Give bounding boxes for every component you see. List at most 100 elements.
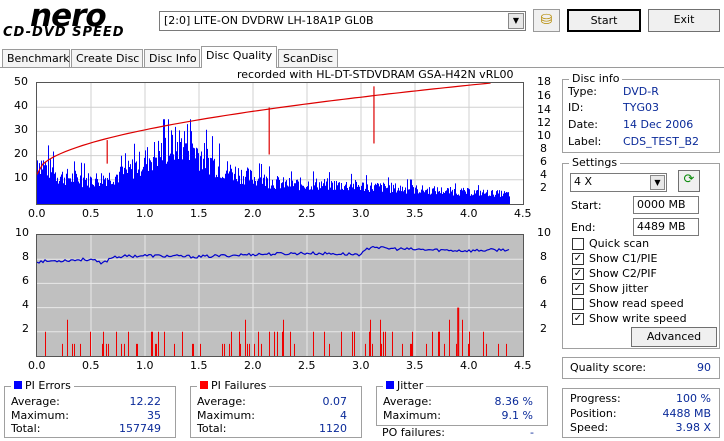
- start-button[interactable]: Start: [567, 9, 641, 32]
- recorded-with-label: recorded with HL-DT-STDVDRAM GSA-H42N vR…: [237, 68, 514, 81]
- tab-disc-info[interactable]: Disc Info: [144, 49, 200, 68]
- x-tick: 1.0: [136, 207, 154, 220]
- end-input[interactable]: 4489 MB: [633, 218, 699, 236]
- drive-select[interactable]: [2:0] LITE-ON DVDRW LH-18A1P GL0B ▼: [159, 11, 526, 31]
- y2-tick: 2: [540, 322, 547, 335]
- pi-failures-average: 0.07: [322, 395, 348, 408]
- y2-tick: 10: [537, 226, 551, 239]
- show-c2-checkbox[interactable]: ✓: [572, 268, 584, 280]
- y-tick: 8: [22, 250, 29, 263]
- tab-create-disc[interactable]: Create Disc: [71, 49, 143, 68]
- disc-info-group: Disc info Type: DVD-R ID: TYG03 Date: 14…: [562, 72, 720, 153]
- show-write-speed-label: Show write speed: [589, 312, 687, 325]
- pi-errors-title: PI Errors: [11, 379, 74, 392]
- x-tick: 0.5: [82, 207, 100, 220]
- show-jitter-checkbox[interactable]: ✓: [572, 283, 584, 295]
- tab-scandisc[interactable]: ScanDisc: [278, 49, 338, 68]
- x-tick: 2.0: [244, 359, 262, 372]
- pi-errors-average-label: Average:: [11, 395, 60, 408]
- disc-date-value: 14 Dec 2006: [623, 118, 694, 131]
- speed-select-value: 4 X: [574, 175, 593, 188]
- y2-tick: 14: [537, 103, 551, 116]
- x-tick: 4.5: [514, 359, 532, 372]
- y2-tick: 8: [540, 142, 547, 155]
- y2-tick: 18: [537, 75, 551, 88]
- pi-failures-swatch: [200, 381, 208, 389]
- pi-errors-total-label: Total:: [11, 422, 41, 435]
- pi-errors-average: 12.22: [129, 395, 162, 408]
- pi-errors-maximum: 35: [147, 409, 161, 422]
- y2-tick: 2: [540, 181, 547, 194]
- advanced-button[interactable]: Advanced: [631, 327, 717, 347]
- x-tick: 2.5: [298, 207, 316, 220]
- jitter-group: Jitter Average: 8.36 % Maximum: 9.1 %: [376, 379, 548, 426]
- pi-failures-total-label: Total:: [197, 422, 227, 435]
- tab-disc-quality[interactable]: Disc Quality: [201, 46, 277, 68]
- x-tick: 3.5: [406, 207, 424, 220]
- check-icon: ✓: [573, 268, 583, 279]
- eject-button[interactable]: ⛁: [533, 9, 560, 32]
- disc-id-value: TYG03: [623, 101, 659, 114]
- show-read-speed-label: Show read speed: [589, 297, 684, 310]
- x-tick: 1.0: [136, 359, 154, 372]
- chevron-down-icon[interactable]: ▼: [650, 175, 665, 190]
- disc-date-label: Date:: [568, 118, 598, 131]
- start-input[interactable]: 0000 MB: [633, 196, 699, 214]
- chevron-down-icon[interactable]: ▼: [508, 13, 524, 29]
- x-tick: 0.0: [28, 207, 46, 220]
- y2-tick: 12: [537, 116, 551, 129]
- y-tick: 10: [14, 171, 28, 184]
- show-c1-label: Show C1/PIE: [589, 252, 658, 265]
- x-tick: 3.5: [406, 359, 424, 372]
- nero-logo: nero: [30, 0, 107, 34]
- quality-score-label: Quality score:: [570, 361, 647, 374]
- jitter-maximum: 9.1 %: [501, 409, 533, 422]
- settings-title: Settings: [569, 156, 621, 169]
- pi-errors-maximum-label: Maximum:: [11, 409, 69, 422]
- x-tick: 0.5: [82, 359, 100, 372]
- speed-select[interactable]: 4 X ▼: [570, 173, 667, 192]
- po-failures-value: -: [530, 426, 534, 439]
- quality-score-box: Quality score: 90: [562, 357, 720, 379]
- y-tick: 50: [14, 75, 28, 88]
- exit-button[interactable]: Exit: [648, 9, 720, 32]
- disc-id-label: ID:: [568, 101, 584, 114]
- disc-label-value: CDS_TEST_B2: [623, 135, 700, 148]
- x-tick: 4.5: [514, 207, 532, 220]
- refresh-button[interactable]: ⟳: [678, 170, 700, 192]
- pi-failures-group: PI Failures Average: 0.07 Maximum: 4 Tot…: [190, 379, 362, 438]
- y-tick: 30: [14, 123, 28, 136]
- show-c2-label: Show C2/PIF: [589, 267, 657, 280]
- show-read-speed-checkbox[interactable]: [572, 298, 584, 310]
- settings-group: Settings 4 X ▼ ⟳ Start: 0000 MB End: 448…: [562, 156, 720, 349]
- show-c1-checkbox[interactable]: ✓: [572, 253, 584, 265]
- y-tick: 40: [14, 99, 28, 112]
- y-tick: 10: [15, 226, 29, 239]
- x-tick: 3.0: [352, 359, 370, 372]
- x-tick: 4.0: [460, 359, 478, 372]
- quick-scan-label: Quick scan: [589, 237, 650, 250]
- progress-value: 100 %: [676, 392, 711, 405]
- pi-failures-total: 1120: [319, 422, 347, 435]
- disc-eject-icon: ⛁: [540, 12, 553, 28]
- progress-box: Progress: 100 % Position: 4488 MB Speed:…: [562, 388, 720, 438]
- jitter-title-text: Jitter: [397, 379, 424, 392]
- show-write-speed-checkbox[interactable]: ✓: [572, 313, 584, 325]
- disc-type-value: DVD-R: [623, 85, 659, 98]
- position-value: 4488 MB: [662, 407, 711, 420]
- check-icon: ✓: [573, 283, 583, 294]
- po-failures-label: PO failures:: [382, 426, 445, 439]
- pi-failures-title-text: PI Failures: [211, 379, 267, 392]
- pi-failures-maximum-label: Maximum:: [197, 409, 255, 422]
- pi-errors-group: PI Errors Average: 12.22 Maximum: 35 Tot…: [4, 379, 176, 438]
- tab-benchmark[interactable]: Benchmark: [2, 49, 70, 68]
- quick-scan-checkbox[interactable]: [572, 238, 584, 250]
- pi-failures-average-label: Average:: [197, 395, 246, 408]
- y2-tick: 6: [540, 274, 547, 287]
- speed-value: 3.98 X: [675, 421, 711, 434]
- y2-tick: 16: [537, 89, 551, 102]
- progress-label: Progress:: [570, 392, 621, 405]
- start-label: Start:: [571, 199, 602, 212]
- pi-failures-title: PI Failures: [197, 379, 270, 392]
- pi-failures-maximum: 4: [340, 409, 347, 422]
